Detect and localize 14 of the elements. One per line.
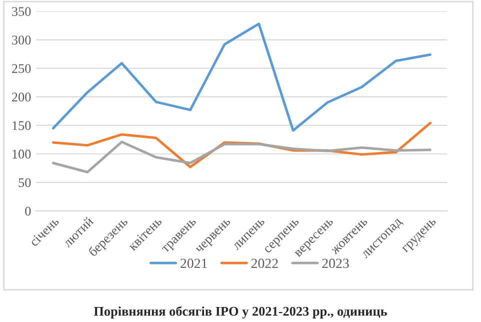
y-tick-label: 50 bbox=[18, 178, 31, 188]
legend-label: 2023 bbox=[322, 258, 349, 268]
text: Порівняння обсягів IPO у 2021-2023 рр., одиниць bbox=[94, 306, 387, 318]
y-tick-label: 300 bbox=[12, 36, 31, 44]
legend-label: 2021 bbox=[180, 258, 207, 268]
y-tick-label: 100 bbox=[12, 150, 31, 159]
line-series bbox=[52, 140, 432, 174]
y-tick-label: 150 bbox=[12, 121, 31, 130]
y-tick-label: 200 bbox=[12, 92, 31, 102]
y-tick-label: 350 bbox=[12, 7, 31, 16]
y-tick-label: 250 bbox=[12, 64, 31, 74]
y-tick-label: 0 bbox=[25, 206, 31, 216]
legend-label: 2022 bbox=[251, 258, 278, 268]
line-series bbox=[52, 22, 432, 132]
